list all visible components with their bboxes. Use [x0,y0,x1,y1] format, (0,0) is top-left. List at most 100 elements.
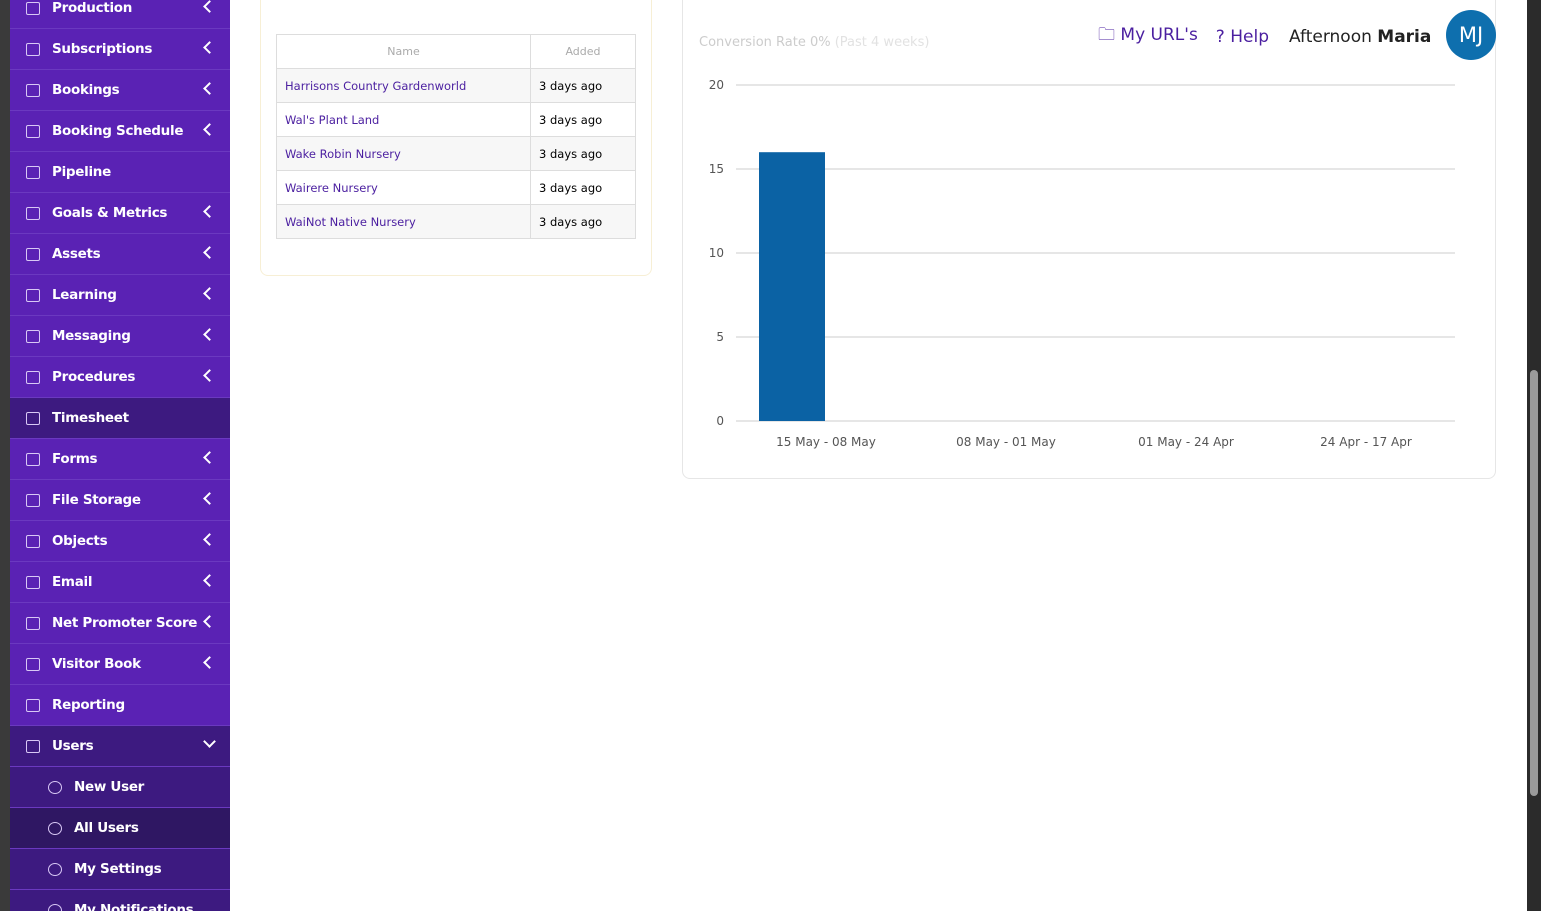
chart-card: Conversion Rate 0% (Past 4 weeks) [682,0,1496,479]
chevron [203,533,216,546]
nav-item[interactable]: Forms [10,439,230,480]
nav-icon [26,206,40,220]
nav-label[interactable]: Assets [52,246,101,262]
table-cell[interactable]: WaiNot Native Nursery [276,204,531,239]
nav-item[interactable]: Goals & Metrics [10,193,230,234]
nav-label[interactable]: Subscriptions [52,41,153,57]
table-cell: 3 days ago [530,136,636,171]
nav-item[interactable]: Assets [10,234,230,275]
chevron [203,287,216,300]
nav-item[interactable]: Production [10,0,230,29]
table-row: Harrisons Country Gardenworld 3 days ago [276,68,636,103]
nav-item[interactable]: Learning [10,275,230,316]
nav-label[interactable]: Net Promoter Score [52,615,198,631]
table-cell[interactable]: Wairere Nursery [276,170,531,205]
chevron [203,82,216,95]
nav-item[interactable]: Timesheet [10,398,230,439]
window-edge [0,0,10,911]
greeting: Afternoon [1289,26,1372,47]
nav-subitem[interactable]: My Notifications [10,890,230,911]
nav-label[interactable]: Timesheet [52,410,129,426]
nav-label[interactable]: Reporting [52,697,125,713]
nav-item[interactable]: Procedures [10,357,230,398]
greeting-box: Afternoon Maria [1289,27,1431,47]
nav-icon [26,165,40,179]
nav-icon [26,411,40,425]
chevron [203,656,216,669]
nav-icon [26,698,40,712]
chevron [203,615,216,628]
nav-label[interactable]: Forms [52,451,98,467]
scrollbar[interactable] [1527,0,1541,911]
nav-icon [26,575,40,589]
nav-icon [48,903,62,911]
nav-label[interactable]: New User [74,779,145,795]
table-cell[interactable]: Wake Robin Nursery [276,136,531,171]
nav-label[interactable]: My Notifications [74,902,194,911]
nav-label[interactable]: Bookings [52,82,120,98]
column-header: Name [276,34,531,69]
table-cell[interactable]: Harrisons Country Gardenworld [276,68,531,103]
nav-label[interactable]: File Storage [52,492,141,508]
avatar[interactable]: MJ [1446,10,1496,60]
nav-item[interactable]: Booking Schedule [10,111,230,152]
nav-item[interactable]: Visitor Book [10,644,230,685]
nav-subitem[interactable]: My Settings [10,849,230,890]
nav-item[interactable]: File Storage [10,480,230,521]
my-urls[interactable]: 🗀 My URL's [1098,25,1198,45]
nav-label[interactable]: Learning [52,287,117,303]
chevron [203,205,216,218]
nav-item[interactable]: Pipeline [10,152,230,193]
header: 🗀 My URL's ? Help Afternoon Maria [1098,22,1431,51]
nav-subitem[interactable]: All Users [10,808,230,849]
table-row: Wake Robin Nursery 3 days ago [276,136,636,171]
nav-label[interactable]: Messaging [52,328,131,344]
column-header: Added [530,34,636,69]
nav-icon [26,370,40,384]
nav-item[interactable]: Users [10,726,230,767]
nav-icon [26,288,40,302]
nav-icon [48,862,62,876]
nav-item[interactable]: Reporting [10,685,230,726]
help-text[interactable]: Help [1230,26,1269,47]
nav-icon [26,329,40,343]
nav-icon [26,534,40,548]
nav-item[interactable]: Net Promoter Score [10,603,230,644]
chevron [203,492,216,505]
chevron [203,123,216,136]
chevron [203,41,216,54]
table-row: Wal's Plant Land 3 days ago [276,102,636,137]
nav-label[interactable]: Booking Schedule [52,123,184,139]
user-name: Maria [1377,26,1432,47]
nav-label[interactable]: All Users [74,820,139,836]
chevron [203,246,216,259]
nav-label[interactable]: Email [52,574,93,590]
nav-item[interactable]: Subscriptions [10,29,230,70]
nav-label[interactable]: My Settings [74,861,162,877]
nav-icon [26,493,40,507]
nav-label[interactable]: Users [52,738,94,754]
table-cell[interactable]: Wal's Plant Land [276,102,531,137]
chevron [203,451,216,464]
scroll-thumb[interactable] [1530,370,1538,796]
my-urls-text[interactable]: My URL's [1120,25,1198,45]
nav-icon [26,616,40,630]
table-card: Name Added Harrisons Country Gardenworld 3 … [260,0,652,276]
nav-subitem[interactable]: New User [10,767,230,808]
table-cell: 3 days ago [530,102,636,137]
nav-label[interactable]: Pipeline [52,164,111,180]
nav-icon [26,1,40,15]
help[interactable]: ? Help [1215,26,1269,47]
nav-item[interactable]: Messaging [10,316,230,357]
nav-label[interactable]: Objects [52,533,108,549]
nav-label[interactable]: Visitor Book [52,656,141,672]
nav-label[interactable]: Goals & Metrics [52,205,168,221]
nav-item[interactable]: Email [10,562,230,603]
nav-item[interactable]: Objects [10,521,230,562]
table-cell: 3 days ago [530,68,636,103]
nav-label[interactable]: Procedures [52,369,136,385]
table-row: WaiNot Native Nursery 3 days ago [276,204,636,239]
nav-item[interactable]: Bookings [10,70,230,111]
nav-label[interactable]: Production [52,0,133,16]
